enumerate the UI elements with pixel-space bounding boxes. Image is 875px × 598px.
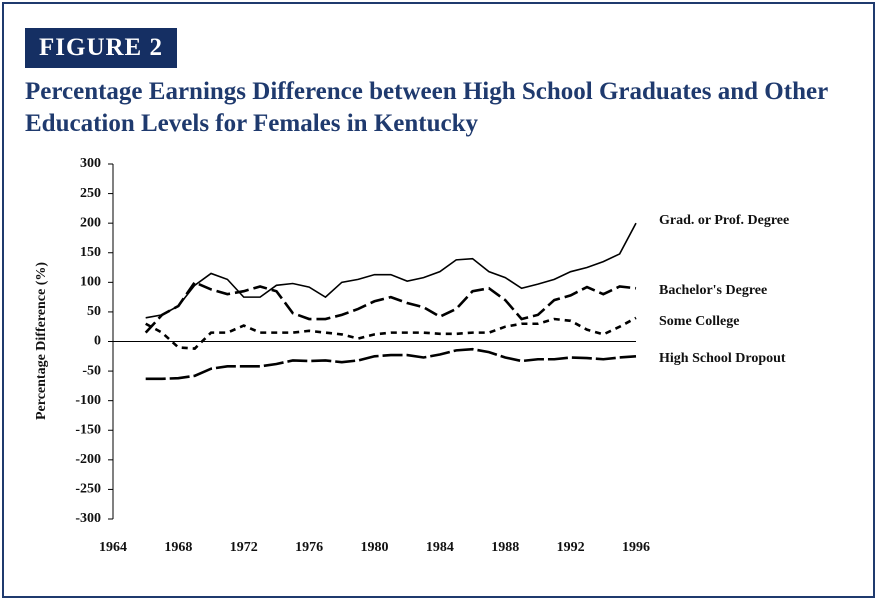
y-tick-label: -150 xyxy=(75,422,101,437)
x-tick-label: 1976 xyxy=(295,540,323,555)
x-tick-label: 1972 xyxy=(230,540,258,555)
series-line xyxy=(145,347,637,381)
y-tick-label: 50 xyxy=(87,304,101,319)
x-tick-label: 1964 xyxy=(99,540,127,555)
y-tick-label: -50 xyxy=(82,363,101,378)
series-label: Some College xyxy=(659,314,739,329)
y-tick-label: -100 xyxy=(75,393,101,408)
series-label: Grad. or Prof. Degree xyxy=(659,213,789,228)
series-line xyxy=(145,316,637,350)
y-tick-label: 300 xyxy=(80,156,101,171)
x-tick-label: 1980 xyxy=(361,540,389,555)
series-label: High School Dropout xyxy=(659,351,786,366)
y-tick-label: 100 xyxy=(80,275,101,290)
y-tick-label: -200 xyxy=(75,452,101,467)
x-tick-label: 1968 xyxy=(164,540,192,555)
x-tick-label: 1984 xyxy=(426,540,454,555)
x-tick-label: 1992 xyxy=(557,540,585,555)
y-tick-label: 250 xyxy=(80,186,101,201)
figure-label: FIGURE 2 xyxy=(25,28,177,68)
y-tick-label: 150 xyxy=(80,245,101,260)
y-tick-label: 0 xyxy=(94,334,101,349)
y-tick-label: -300 xyxy=(75,511,101,526)
y-axis-label: Percentage Difference (%) xyxy=(34,262,49,420)
chart-title: Percentage Earnings Difference between H… xyxy=(25,78,828,137)
series-line xyxy=(144,280,637,334)
y-tick-label: 200 xyxy=(80,215,101,230)
series-line xyxy=(145,222,637,319)
series-label: Bachelor's Degree xyxy=(659,283,767,298)
x-tick-label: 1996 xyxy=(622,540,650,555)
x-tick-label: 1988 xyxy=(491,540,519,555)
y-tick-label: -250 xyxy=(75,482,101,497)
